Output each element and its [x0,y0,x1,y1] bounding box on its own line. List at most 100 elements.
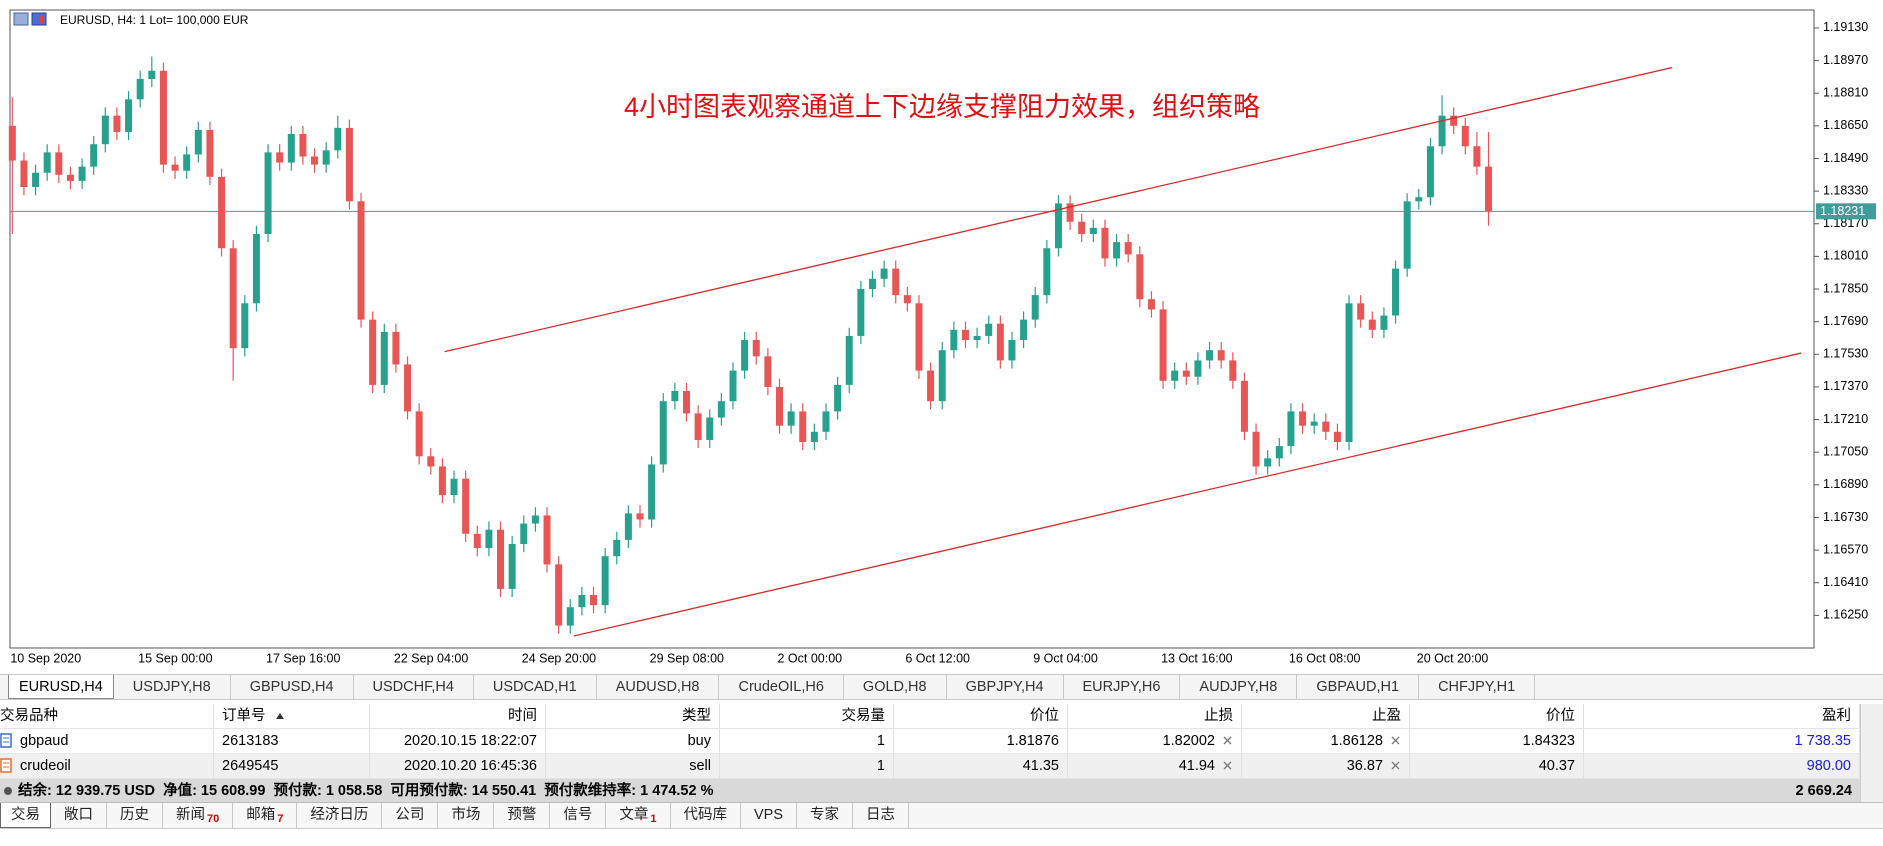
terminal-tab[interactable]: VPS [741,803,798,828]
terminal-tab[interactable]: 文章 1 [606,803,671,828]
header-text[interactable]: 订单号 [222,708,266,724]
tab-label[interactable]: 日志 [866,807,896,823]
summary-row: 结余: 12 939.75 USD 净值: 15 608.99 预付款: 1 0… [0,779,1860,804]
symbol-tab[interactable]: GBPJPY,H4 [947,675,1064,699]
terminal-tab[interactable]: 新闻 70 [163,803,234,828]
header-cell[interactable]: 订单号 [214,704,370,728]
terminal-tab[interactable]: 市场 [438,803,495,828]
terminal-tab[interactable]: 敞口 [51,803,107,828]
cell-text: 1.81876 [1006,733,1059,749]
terminal-tab[interactable]: 专家 [797,803,854,828]
remove-icon[interactable] [1223,761,1233,771]
candle-body [485,529,493,549]
summary-cell: 结余: 12 939.75 USD 净值: 15 608.99 预付款: 1 0… [0,779,1584,803]
scrollbar[interactable] [1860,704,1883,802]
tab-label[interactable]: VPS [754,807,784,823]
tab-label[interactable]: 交易 [11,807,40,823]
terminal-tab[interactable]: 经济日历 [297,803,383,828]
symbol-tab[interactable]: AUDJPY,H8 [1180,675,1298,699]
tab-label[interactable]: 市场 [451,807,481,823]
candle-body [834,384,842,412]
candle-body [66,174,74,181]
tab-label[interactable]: 邮箱 [246,807,276,823]
symbol-tab[interactable]: CrudeOIL,H6 [719,675,844,699]
header-text[interactable]: 交易品种 [0,708,58,724]
symbol-tab[interactable]: GOLD,H8 [844,675,947,699]
symbol-tab[interactable]: EURUSD,H4 [8,675,114,699]
header-text[interactable]: 盈利 [1822,708,1851,724]
header-cell[interactable]: 时间 [370,704,546,728]
tab-label[interactable]: 历史 [120,807,149,823]
candle-body [1357,303,1365,320]
symbol-tab[interactable]: CHFJPY,H1 [1419,675,1536,699]
candle-body [1287,411,1295,447]
candle-body [1124,242,1132,255]
header-cell[interactable]: 止损 [1068,704,1242,728]
tab-label[interactable]: 公司 [395,807,425,823]
cell-text: 1.86128 [1330,733,1383,749]
terminal-tab[interactable]: 预警 [494,803,551,828]
header-text[interactable]: 类型 [682,708,711,724]
trade-row[interactable]: crudeoil 2649545 2020.10.20 16:45:36 sell 1 4… [0,754,1860,779]
header-text[interactable]: 时间 [508,708,537,724]
candle-body [508,543,516,589]
remove-icon[interactable] [1391,736,1401,746]
remove-icon[interactable] [1391,761,1401,771]
remove-icon[interactable] [1223,736,1233,746]
header-cell[interactable]: 价位 [894,704,1068,728]
symbol-tab[interactable]: USDCAD,H1 [474,675,597,699]
candle-body [1299,411,1307,426]
header-text[interactable]: 止损 [1204,708,1233,724]
symbol-tab[interactable]: EURJPY,H6 [1064,675,1181,699]
candle-body [345,127,353,202]
header-cell[interactable]: 类型 [546,704,720,728]
trade-row[interactable]: gbpaud 2613183 2020.10.15 18:22:07 buy 1 1.81… [0,729,1860,754]
terminal-tab[interactable]: 代码库 [671,803,741,828]
symbol-tab[interactable]: USDCHF,H4 [354,675,474,699]
tab-label[interactable]: 预警 [507,807,537,823]
header-text[interactable]: 价位 [1546,708,1575,724]
terminal-tab[interactable]: 信号 [550,803,607,828]
candle-body [252,233,260,304]
symbol-tab[interactable]: USDJPY,H8 [114,675,231,699]
candle-body [1275,446,1283,459]
tab-label[interactable]: 敞口 [64,807,93,823]
header-text[interactable]: 价位 [1030,708,1059,724]
cell-text: sell [689,758,711,774]
tab-label[interactable]: 专家 [810,807,840,823]
tab-label[interactable]: 新闻 [176,807,205,823]
terminal-tab[interactable]: 历史 [107,803,163,828]
cell-text: 1.84323 [1522,733,1575,749]
header-text[interactable]: 止盈 [1372,708,1401,724]
terminal-tab[interactable]: 邮箱 7 [233,803,298,828]
terminal-tab[interactable]: 公司 [382,803,439,828]
header-cell[interactable]: 盈利 [1584,704,1860,728]
tab-label[interactable]: 文章 [619,807,649,823]
candle-body [1461,125,1469,147]
header-cell[interactable]: 交易品种 [0,704,214,728]
trade-cell: 41.35 [894,754,1068,778]
header-text[interactable]: 交易量 [841,708,886,724]
symbol-tab[interactable]: GBPUSD,H4 [231,675,354,699]
candle-body [427,456,435,467]
symbol-tab[interactable]: GBPAUD,H1 [1297,675,1420,699]
symbol-tab[interactable]: AUDUSD,H8 [597,675,720,699]
candle-body [380,331,388,385]
tab-label[interactable]: 代码库 [683,807,728,823]
terminal-tab[interactable]: 日志 [853,803,910,828]
tab-label[interactable]: 信号 [563,807,593,823]
candle-body [996,323,1004,361]
header-cell[interactable]: 交易量 [720,704,894,728]
tab-badge: 7 [277,813,284,825]
candle-body [32,172,40,188]
tab-label[interactable]: 经济日历 [310,807,369,823]
candle-body [1194,360,1202,377]
header-cell[interactable]: 止盈 [1242,704,1410,728]
trade-cell: 1 738.35 [1584,729,1860,753]
cell-text: 36.87 [1346,758,1383,774]
terminal-tab[interactable]: 交易 [0,803,51,828]
candle-body [287,134,295,163]
table-header: 交易品种 订单号 时间 类型 交易量 价位 止损 止盈 价位 盈利 [0,704,1860,729]
header-cell[interactable]: 价位 [1410,704,1584,728]
trendline [573,352,1802,637]
